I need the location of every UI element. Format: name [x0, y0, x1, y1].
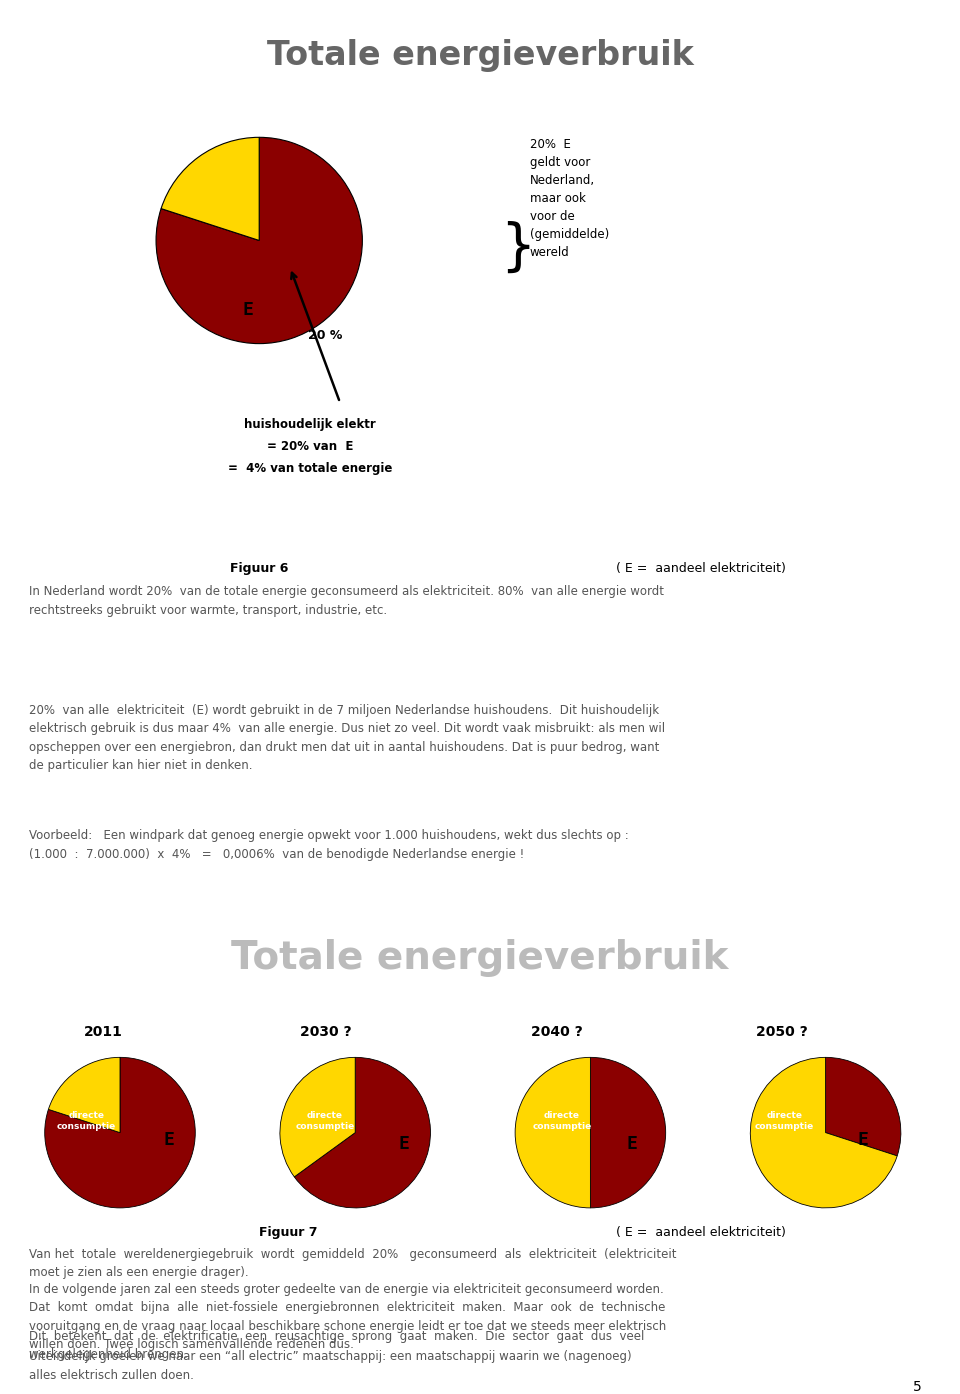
- Text: 2050 ?: 2050 ?: [756, 1025, 808, 1039]
- Text: Figuur 7: Figuur 7: [259, 1227, 317, 1239]
- Text: E: E: [243, 301, 253, 319]
- Text: directe
consumptie: directe consumptie: [755, 1111, 814, 1132]
- Text: Dit  betekent  dat  de  elektrificatie  een  reusachtige  sprong  gaat  maken.  : Dit betekent dat de elektrificatie een r…: [29, 1330, 644, 1361]
- Text: E: E: [626, 1135, 637, 1153]
- Text: directe
consumptie: directe consumptie: [532, 1111, 591, 1132]
- Text: = 20% van  E: = 20% van E: [267, 439, 353, 453]
- Text: 2040 ?: 2040 ?: [531, 1025, 583, 1039]
- Wedge shape: [280, 1057, 355, 1177]
- Text: E: E: [163, 1131, 175, 1149]
- Text: 20%  E
geldt voor
Nederland,
maar ook
voor de
(gemiddelde)
wereld: 20% E geldt voor Nederland, maar ook voo…: [530, 138, 610, 258]
- Text: 2011: 2011: [84, 1025, 123, 1039]
- Text: E: E: [858, 1131, 869, 1149]
- Text: E: E: [398, 1135, 410, 1153]
- Text: Voorbeeld:   Een windpark dat genoeg energie opwekt voor 1.000 huishoudens, wekt: Voorbeeld: Een windpark dat genoeg energ…: [29, 829, 629, 860]
- Text: In de volgende jaren zal een steeds groter gedeelte van de energie via elektrici: In de volgende jaren zal een steeds grot…: [29, 1282, 666, 1351]
- Text: 2030 ?: 2030 ?: [300, 1025, 352, 1039]
- Text: In Nederland wordt 20%  van de totale energie geconsumeerd als elektriciteit. 80: In Nederland wordt 20% van de totale ene…: [29, 585, 663, 618]
- Text: Uiteindelijk groeien we naar een “all electric” maatschappij: een maatschappij w: Uiteindelijk groeien we naar een “all el…: [29, 1349, 632, 1381]
- Text: 20%  van alle  elektriciteit  (E) wordt gebruikt in de 7 miljoen Nederlandse hui: 20% van alle elektriciteit (E) wordt geb…: [29, 704, 665, 772]
- Text: ( E =  aandeel elektriciteit): ( E = aandeel elektriciteit): [616, 562, 785, 574]
- Text: directe
consumptie: directe consumptie: [296, 1111, 354, 1132]
- Text: huishoudelijk elektr: huishoudelijk elektr: [244, 418, 376, 431]
- Text: Van het  totale  wereldenergiegebruik  wordt  gemiddeld  20%   geconsumeerd  als: Van het totale wereldenergiegebruik word…: [29, 1248, 676, 1280]
- Wedge shape: [295, 1057, 430, 1207]
- Text: directe
consumptie: directe consumptie: [57, 1111, 116, 1132]
- Wedge shape: [751, 1057, 898, 1207]
- Wedge shape: [45, 1057, 195, 1207]
- Wedge shape: [826, 1057, 900, 1156]
- Wedge shape: [516, 1057, 590, 1207]
- Text: Totale energieverbruik: Totale energieverbruik: [231, 940, 729, 977]
- Text: 20 %: 20 %: [308, 329, 343, 342]
- Wedge shape: [590, 1057, 665, 1207]
- Text: Figuur 6: Figuur 6: [230, 562, 288, 574]
- Text: =  4% van totale energie: = 4% van totale energie: [228, 461, 393, 474]
- Text: 5: 5: [913, 1380, 923, 1394]
- Text: ( E =  aandeel elektriciteit): ( E = aandeel elektriciteit): [616, 1227, 785, 1239]
- Wedge shape: [161, 138, 259, 241]
- Text: Totale energieverbruik: Totale energieverbruik: [267, 39, 693, 72]
- Text: }: }: [500, 220, 536, 275]
- Wedge shape: [48, 1057, 120, 1132]
- Wedge shape: [156, 138, 362, 344]
